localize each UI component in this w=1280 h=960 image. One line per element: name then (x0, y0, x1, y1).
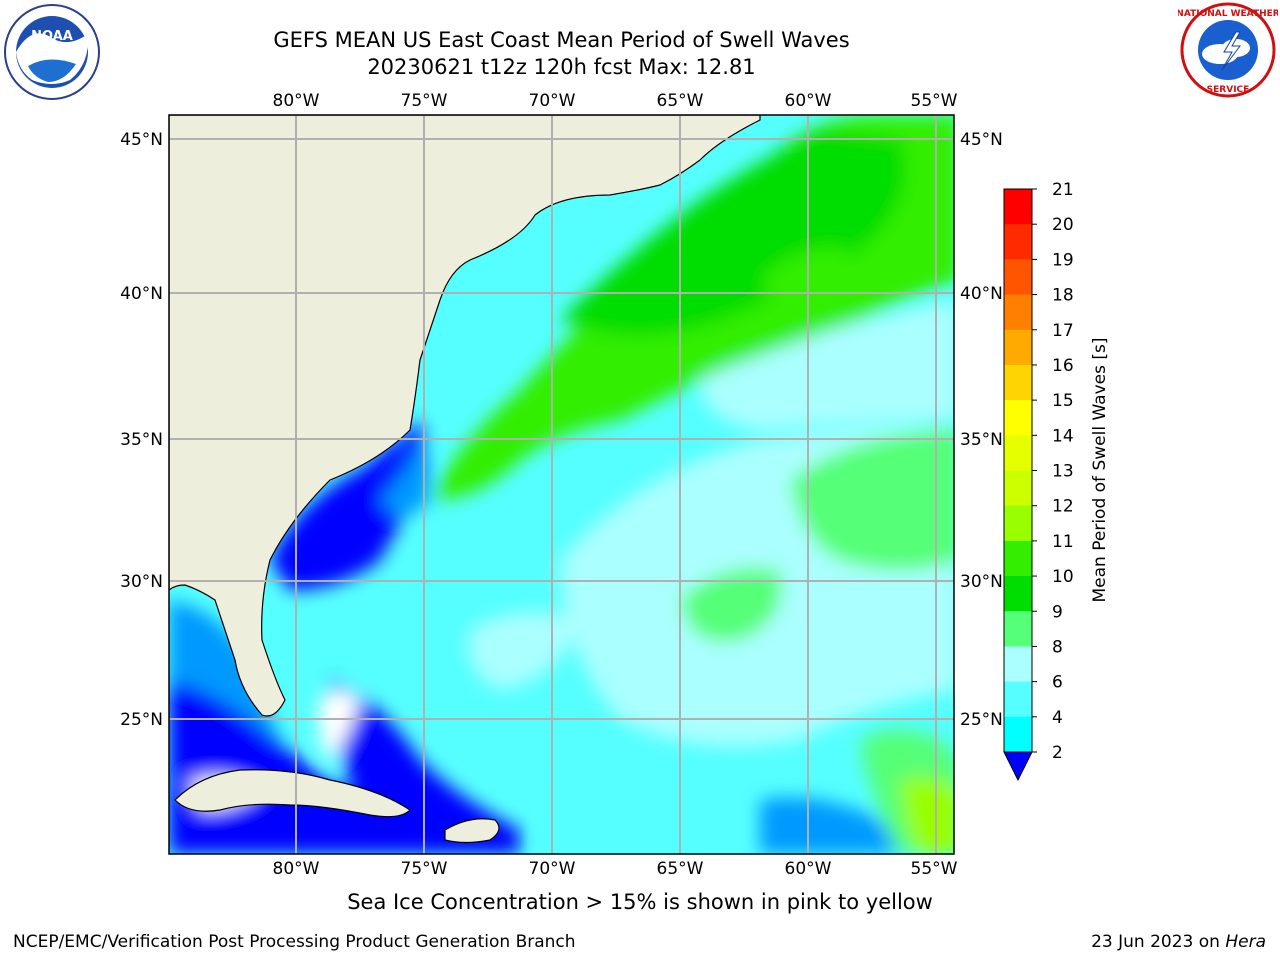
footer-date-text: 23 Jun 2023 on (1091, 932, 1220, 952)
footer-host: Hera (1225, 932, 1266, 952)
colorbar-tick-label: 19 (1052, 250, 1074, 270)
land-hispaniola (444, 818, 500, 844)
colorbar-tick-label: 8 (1052, 637, 1063, 657)
colorbar-band (1004, 505, 1032, 542)
lat-labels-right: 45°N 40°N 35°N 30°N 25°N (960, 130, 1003, 730)
colorbar-band (1004, 224, 1032, 260)
lat-label-right: 30°N (960, 572, 1003, 592)
lat-label-left: 45°N (120, 130, 163, 150)
colorbar-tick-label: 17 (1052, 321, 1074, 341)
colorbar-band (1004, 400, 1032, 436)
colorbar-band (1004, 329, 1032, 366)
colorbar-band (1004, 611, 1032, 647)
footer-date: 23 Jun 2023 on Hera (1091, 932, 1266, 952)
colorbar-tick-label: 13 (1052, 462, 1074, 482)
lon-label-bottom: 60°W (785, 859, 832, 879)
lon-label-top: 55°W (911, 91, 958, 111)
colorbar: 21 20 19 18 17 16 15 14 13 12 11 10 9 8 6 4 2 (1003, 180, 1074, 782)
colorbar-tick-label: 21 (1052, 180, 1074, 200)
colorbar-band (1004, 576, 1032, 612)
colorbar-band (1004, 259, 1032, 296)
footer-credit: NCEP/EMC/Verification Post Processing Pr… (13, 932, 576, 952)
colorbar-label: Mean Period of Swell Waves [s] (1090, 338, 1110, 603)
lat-label-left: 40°N (120, 284, 163, 304)
land-north-america (169, 115, 761, 717)
lat-label-right: 25°N (960, 710, 1003, 730)
lat-label-right: 40°N (960, 284, 1003, 304)
chart-title: GEFS MEAN US East Coast Mean Period of S… (273, 28, 850, 52)
lon-labels-bottom: 80°W 75°W 70°W 65°W 60°W 55°W (273, 859, 958, 879)
svg-text:SERVICE: SERVICE (1207, 85, 1250, 95)
colorbar-tick-label: 20 (1052, 215, 1074, 235)
colorbar-tick-label: 12 (1052, 497, 1074, 517)
map-field (169, 115, 954, 854)
nws-logo: NATIONAL WEATHER SERVICE (1178, 2, 1278, 98)
lat-label-right: 35°N (960, 430, 1003, 450)
lon-label-top: 60°W (785, 91, 832, 111)
colorbar-band (1004, 716, 1032, 753)
sea-ice-note: Sea Ice Concentration > 15% is shown in … (347, 890, 933, 914)
colorbar-band (1004, 364, 1032, 401)
colorbar-extension (1003, 751, 1033, 782)
graticule (169, 115, 954, 854)
colorbar-tick-label: 9 (1052, 602, 1063, 622)
lat-label-right: 45°N (960, 130, 1003, 150)
lon-label-top: 80°W (273, 91, 320, 111)
colorbar-band (1004, 294, 1032, 331)
lon-label-top: 75°W (401, 91, 448, 111)
lat-label-left: 25°N (120, 710, 163, 730)
svg-text:NATIONAL WEATHER: NATIONAL WEATHER (1178, 9, 1278, 19)
colorbar-tick-label: 15 (1052, 391, 1074, 411)
lon-labels-top: 80°W 75°W 70°W 65°W 60°W 55°W (273, 91, 958, 111)
lon-label-bottom: 65°W (657, 859, 704, 879)
land-cuba (174, 769, 411, 818)
lon-label-bottom: 75°W (401, 859, 448, 879)
colorbar-band (1004, 540, 1032, 577)
colorbar-band (1004, 470, 1032, 507)
lat-label-left: 35°N (120, 430, 163, 450)
lon-label-bottom: 55°W (911, 859, 958, 879)
lon-label-bottom: 80°W (273, 859, 320, 879)
colorbar-tick-label: 18 (1052, 286, 1074, 306)
lon-label-bottom: 70°W (529, 859, 576, 879)
lat-label-left: 30°N (120, 572, 163, 592)
colorbar-tick-label: 11 (1052, 532, 1074, 552)
colorbar-band (1004, 681, 1032, 718)
colorbar-tick-label: 16 (1052, 356, 1074, 376)
map-frame (168, 114, 955, 855)
lat-labels-left: 45°N 40°N 35°N 30°N 25°N (120, 130, 163, 730)
lon-label-top: 65°W (657, 91, 704, 111)
lon-label-top: 70°W (529, 91, 576, 111)
noaa-logo: NOAA (4, 4, 100, 100)
colorbar-band (1004, 189, 1032, 225)
colorbar-tick-label: 2 (1052, 743, 1063, 763)
colorbar-tick-label: 6 (1052, 673, 1063, 693)
colorbar-band (1004, 435, 1032, 471)
colorbar-tick-label: 14 (1052, 426, 1074, 446)
chart-subtitle: 20230621 t12z 120h fcst Max: 12.81 (367, 55, 756, 79)
colorbar-tick-label: 4 (1052, 708, 1063, 728)
colorbar-band (1004, 646, 1032, 683)
noaa-logo-text: NOAA (31, 29, 73, 44)
colorbar-tick-label: 10 (1052, 567, 1074, 587)
